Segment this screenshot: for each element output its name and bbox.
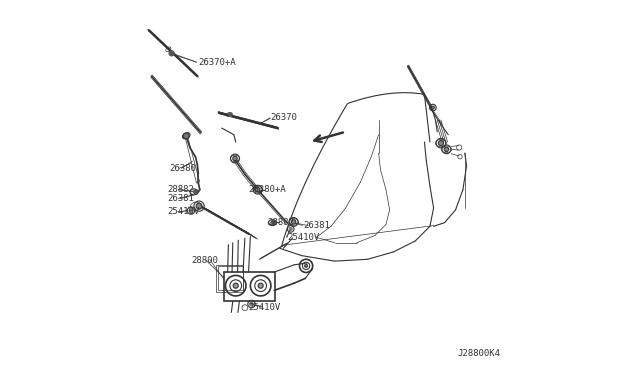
Text: 26370+A: 26370+A: [198, 58, 236, 67]
Text: 26370: 26370: [271, 113, 298, 122]
Circle shape: [291, 220, 296, 224]
Circle shape: [289, 227, 292, 230]
Circle shape: [169, 51, 174, 56]
Circle shape: [258, 283, 263, 288]
Ellipse shape: [268, 220, 276, 225]
Text: 26381: 26381: [167, 194, 194, 203]
Text: 26380: 26380: [169, 164, 196, 173]
Circle shape: [444, 147, 449, 151]
Text: 25410V: 25410V: [287, 233, 319, 242]
Text: 25410V: 25410V: [167, 207, 199, 216]
Circle shape: [189, 209, 193, 212]
Circle shape: [228, 113, 232, 116]
Circle shape: [183, 133, 189, 139]
Ellipse shape: [190, 189, 198, 195]
Circle shape: [233, 283, 238, 288]
Text: J28800K4: J28800K4: [458, 349, 500, 358]
Bar: [216, 265, 243, 292]
Circle shape: [233, 156, 237, 161]
Text: 26380+A: 26380+A: [248, 185, 286, 194]
Bar: [224, 272, 275, 301]
Bar: [218, 266, 243, 291]
Text: 28882: 28882: [267, 218, 294, 227]
Text: 28882: 28882: [167, 185, 194, 194]
Circle shape: [431, 106, 435, 109]
Circle shape: [255, 187, 260, 192]
Circle shape: [193, 190, 197, 194]
Text: 26381: 26381: [303, 221, 330, 230]
Text: 25410V: 25410V: [248, 303, 281, 312]
Circle shape: [250, 302, 253, 306]
Circle shape: [271, 221, 275, 224]
Text: 28800: 28800: [191, 256, 218, 264]
Circle shape: [196, 203, 202, 209]
Circle shape: [438, 141, 444, 146]
Circle shape: [305, 264, 308, 267]
